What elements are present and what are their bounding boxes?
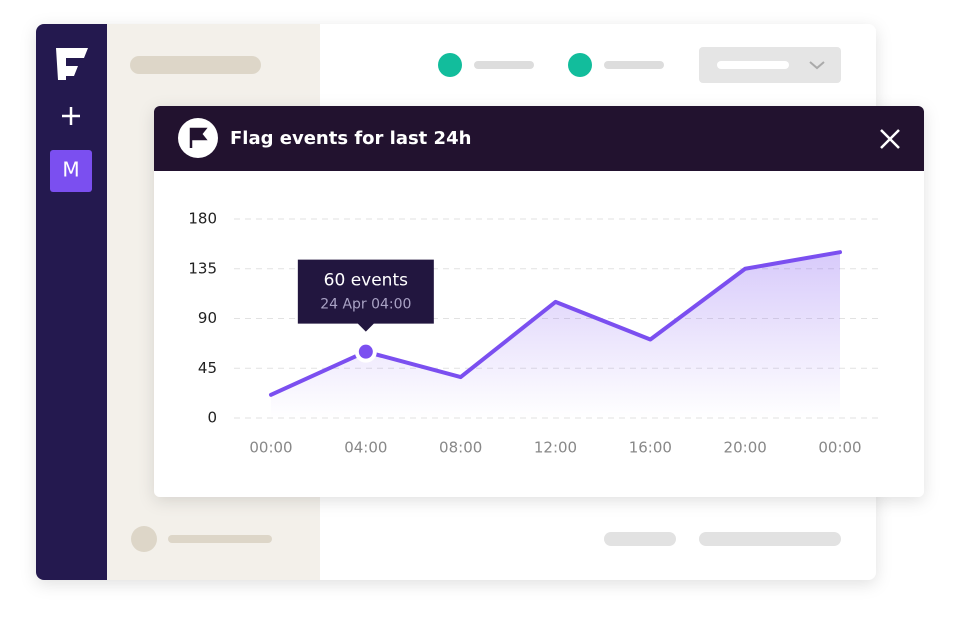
x-tick-label: 00:00 bbox=[818, 439, 861, 457]
tooltip-title: 60 events bbox=[324, 271, 408, 291]
avatar-button[interactable] bbox=[50, 150, 92, 192]
area bbox=[271, 252, 840, 418]
x-tick-label: 12:00 bbox=[534, 439, 577, 457]
y-tick-label: 180 bbox=[188, 210, 217, 228]
x-tick-label: 20:00 bbox=[724, 439, 767, 457]
placeholder bbox=[474, 61, 534, 69]
highlight-dot bbox=[358, 344, 373, 359]
placeholder bbox=[131, 526, 157, 552]
x-tick-label: 16:00 bbox=[629, 439, 672, 457]
flag bbox=[189, 127, 208, 148]
chevron bbox=[809, 61, 825, 70]
placeholder bbox=[604, 532, 676, 546]
x-tick-label: 00:00 bbox=[249, 439, 292, 457]
modal-header bbox=[154, 106, 924, 171]
modal-title: Flag events for last 24h bbox=[230, 128, 471, 149]
placeholder bbox=[130, 56, 261, 74]
y-tick-label: 45 bbox=[198, 359, 217, 377]
x-tick-label: 04:00 bbox=[344, 439, 387, 457]
chart: 0 45 90 135 180 00:00 04:00 08:00 12:00 16:00 20:0… bbox=[188, 210, 882, 457]
tooltip-subtitle: 24 Apr 04:00 bbox=[320, 297, 411, 313]
add-button[interactable] bbox=[62, 107, 80, 125]
placeholder bbox=[604, 61, 664, 69]
placeholder bbox=[699, 532, 841, 546]
avatar-letter: M bbox=[62, 158, 79, 182]
close-button[interactable] bbox=[880, 129, 900, 149]
y-tick-label: 135 bbox=[188, 259, 217, 277]
y-tick-label: 90 bbox=[198, 309, 217, 327]
tooltip bbox=[297, 259, 434, 332]
status-dot bbox=[438, 53, 462, 77]
placeholder bbox=[717, 61, 789, 69]
logo bbox=[56, 48, 88, 80]
status-dot bbox=[568, 53, 592, 77]
y-tick-label: 0 bbox=[207, 409, 217, 427]
placeholder bbox=[168, 535, 272, 543]
x-tick-label: 08:00 bbox=[439, 439, 482, 457]
